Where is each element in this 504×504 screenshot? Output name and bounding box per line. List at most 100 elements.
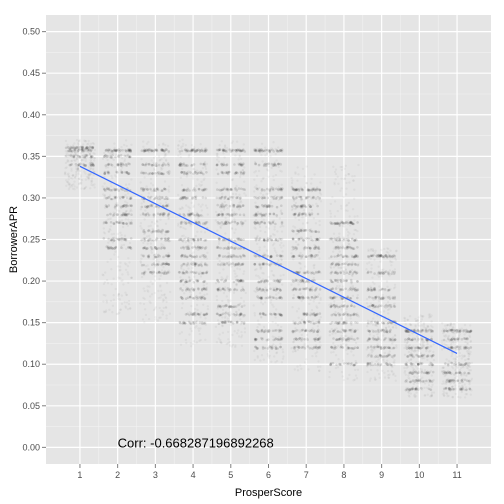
data-point — [105, 205, 109, 208]
data-point — [281, 237, 284, 241]
data-point — [166, 144, 170, 148]
data-point — [356, 346, 359, 350]
data-point — [345, 220, 348, 224]
data-point — [317, 293, 321, 296]
data-point — [353, 215, 356, 218]
data-point — [106, 282, 110, 285]
data-point — [405, 379, 408, 382]
data-point — [67, 182, 70, 185]
data-point — [165, 204, 169, 208]
data-point — [220, 304, 223, 307]
data-point — [376, 333, 379, 336]
data-point — [119, 149, 122, 152]
data-point — [139, 261, 143, 264]
data-point — [269, 255, 273, 258]
data-point — [271, 164, 275, 167]
data-point — [127, 257, 130, 260]
data-point — [203, 288, 206, 291]
data-point — [200, 295, 204, 299]
data-point — [198, 215, 201, 218]
data-point — [229, 262, 233, 266]
data-point — [218, 286, 221, 289]
data-point — [197, 216, 200, 220]
data-point — [74, 162, 78, 166]
data-point — [298, 337, 302, 340]
data-point — [123, 158, 127, 161]
data-point — [280, 230, 284, 233]
data-point — [254, 205, 258, 208]
data-point — [202, 303, 205, 306]
data-point — [259, 297, 263, 300]
data-point — [142, 230, 145, 234]
data-point — [197, 238, 200, 241]
data-point — [179, 176, 182, 179]
data-point — [191, 168, 195, 171]
data-point — [403, 371, 406, 374]
data-point — [297, 329, 301, 332]
data-point — [318, 301, 321, 305]
data-point — [297, 195, 301, 198]
data-point — [315, 351, 319, 354]
data-point — [388, 338, 392, 341]
data-point — [235, 279, 238, 282]
data-point — [265, 239, 269, 242]
data-point — [277, 162, 280, 166]
data-point — [316, 306, 319, 309]
data-point — [371, 296, 375, 300]
data-point — [279, 274, 282, 277]
data-point — [147, 255, 150, 259]
data-point — [254, 212, 258, 215]
data-point — [69, 148, 72, 151]
data-point — [184, 241, 187, 244]
data-point — [235, 255, 238, 258]
data-point — [275, 196, 279, 199]
data-point — [301, 345, 305, 349]
data-point — [152, 229, 155, 233]
data-point — [219, 197, 223, 200]
data-point — [201, 163, 205, 166]
data-point — [280, 338, 283, 341]
data-point — [183, 321, 186, 325]
data-point — [128, 210, 132, 213]
data-point — [180, 220, 184, 224]
data-point — [113, 246, 116, 250]
data-point — [274, 312, 278, 316]
data-point — [153, 271, 156, 274]
data-point — [416, 335, 419, 338]
data-point — [181, 144, 184, 148]
data-point — [225, 171, 229, 175]
data-point — [152, 189, 156, 192]
data-point — [269, 222, 272, 226]
data-point — [129, 246, 132, 249]
data-point — [122, 243, 126, 247]
data-point — [268, 264, 272, 267]
data-point — [164, 272, 167, 275]
data-point — [183, 272, 187, 275]
data-point — [295, 329, 299, 332]
data-point — [404, 338, 407, 341]
data-point — [222, 305, 225, 308]
data-point — [154, 238, 158, 242]
data-point — [426, 355, 429, 358]
data-point — [88, 174, 91, 177]
data-point — [346, 304, 350, 308]
data-point — [149, 172, 152, 175]
data-point — [143, 148, 146, 151]
data-point — [240, 313, 243, 317]
data-point — [235, 262, 238, 266]
data-point — [276, 149, 280, 153]
data-point — [260, 213, 264, 217]
data-point — [143, 239, 146, 242]
data-point — [204, 263, 207, 267]
data-point — [280, 183, 283, 186]
data-point — [89, 158, 92, 162]
data-point — [192, 240, 196, 243]
data-point — [184, 321, 187, 325]
data-point — [109, 153, 113, 156]
data-point — [165, 231, 169, 235]
data-point — [73, 180, 76, 183]
data-point — [340, 177, 343, 180]
data-point — [204, 262, 207, 265]
data-point — [310, 177, 313, 180]
data-point — [296, 243, 299, 246]
